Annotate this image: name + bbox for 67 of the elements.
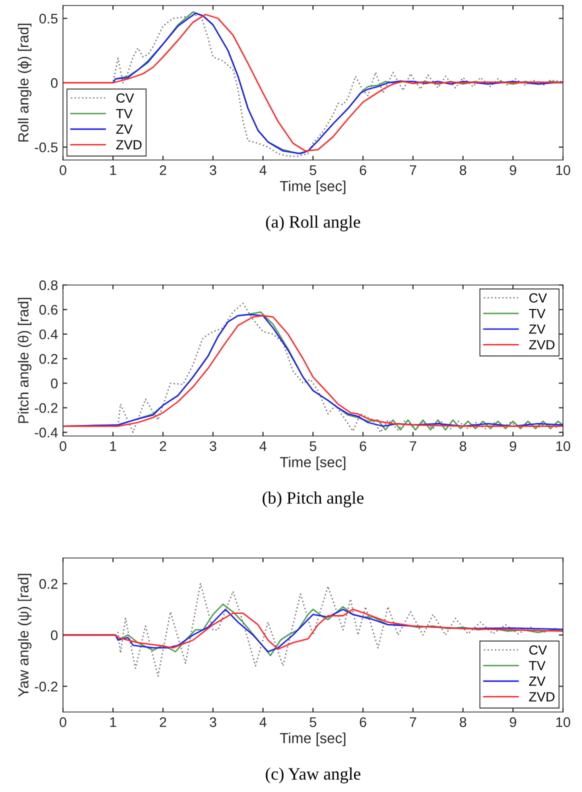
x-tick-label: 8 <box>460 441 466 452</box>
x-tick-label: 7 <box>410 441 416 451</box>
x-tick-label: 4 <box>259 441 266 451</box>
x-tick-label: 4 <box>259 165 266 175</box>
x-tick-label: 10 <box>556 441 570 452</box>
legend-label: ZV <box>529 324 546 334</box>
text: (a) Roll angle <box>266 216 360 232</box>
y-tick-label: 0 <box>50 630 58 640</box>
legend-label: ZVD <box>529 340 554 350</box>
y-tick-label: 0.6 <box>39 304 58 315</box>
y-tick-label: 0.8 <box>39 280 58 290</box>
x-tick-label: 0 <box>60 441 66 452</box>
legend-label: TV <box>528 661 546 670</box>
x-tick-label: 3 <box>210 717 216 728</box>
x-tick-label: 7 <box>410 717 416 727</box>
x-tick-label: 8 <box>460 165 466 176</box>
x-tick-label: 10 <box>556 165 570 176</box>
x-tick-label: 6 <box>360 441 366 452</box>
y-axis-title: Roll angle (ϕ) [rad] <box>18 24 32 142</box>
x-tick-label: 9 <box>510 441 516 452</box>
y-axis-title: Pitch angle (θ) [rad] <box>18 298 32 423</box>
text: (b) Pitch angle <box>262 492 364 508</box>
legend-label: ZV <box>529 676 546 686</box>
x-axis-title: Time [sec] <box>280 732 346 746</box>
y-tick-label: -0.4 <box>34 428 58 438</box>
legend-label: CV <box>529 645 547 655</box>
x-tick-label: 7 <box>410 165 416 175</box>
x-tick-label: 9 <box>510 717 516 728</box>
y-axis-title: Yaw angle (ψ) [rad] <box>18 574 32 697</box>
x-tick-label: 2 <box>160 441 166 451</box>
text: (c) Yaw angle <box>266 768 360 784</box>
x-tick-label: 1 <box>110 165 116 175</box>
x-tick-label: 8 <box>460 717 466 728</box>
y-tick-label: 0.2 <box>39 579 58 589</box>
x-tick-label: 10 <box>556 717 570 728</box>
x-tick-label: 0 <box>60 165 66 176</box>
x-tick-label: 1 <box>110 717 116 727</box>
y-tick-label: 0 <box>50 78 58 88</box>
y-tick-label: 0 <box>50 378 58 388</box>
x-tick-label: 2 <box>160 717 166 727</box>
legend-label: CV <box>116 93 134 103</box>
x-tick-label: 6 <box>360 165 366 176</box>
legend-label: ZV <box>116 124 133 134</box>
x-tick-label: 4 <box>259 717 266 727</box>
legend-label: TV <box>528 309 546 318</box>
x-tick-label: 5 <box>310 717 316 728</box>
x-tick-label: 5 <box>310 165 316 176</box>
x-tick-label: 1 <box>110 441 116 451</box>
x-tick-label: 5 <box>310 441 316 452</box>
legend-label: ZVD <box>529 692 554 702</box>
y-tick-label: 0.4 <box>39 329 58 340</box>
x-axis-title: Time [sec] <box>280 456 346 470</box>
x-tick-label: 2 <box>160 165 166 175</box>
legend-label: TV <box>116 109 133 118</box>
x-tick-label: 0 <box>60 717 66 728</box>
x-axis-title: Time [sec] <box>280 180 346 194</box>
x-tick-label: 6 <box>360 717 366 728</box>
x-tick-label: 3 <box>210 165 216 176</box>
y-tick-label: -0.2 <box>34 403 58 413</box>
y-tick-label: 0.5 <box>39 14 58 24</box>
legend-label: CV <box>529 293 547 303</box>
y-tick-label: 0.2 <box>39 354 58 364</box>
x-tick-label: 3 <box>210 441 216 452</box>
legend-label: ZVD <box>116 140 142 150</box>
y-tick-label: -0.2 <box>34 682 58 692</box>
y-tick-label: -0.5 <box>34 142 58 152</box>
x-tick-label: 9 <box>510 165 516 176</box>
